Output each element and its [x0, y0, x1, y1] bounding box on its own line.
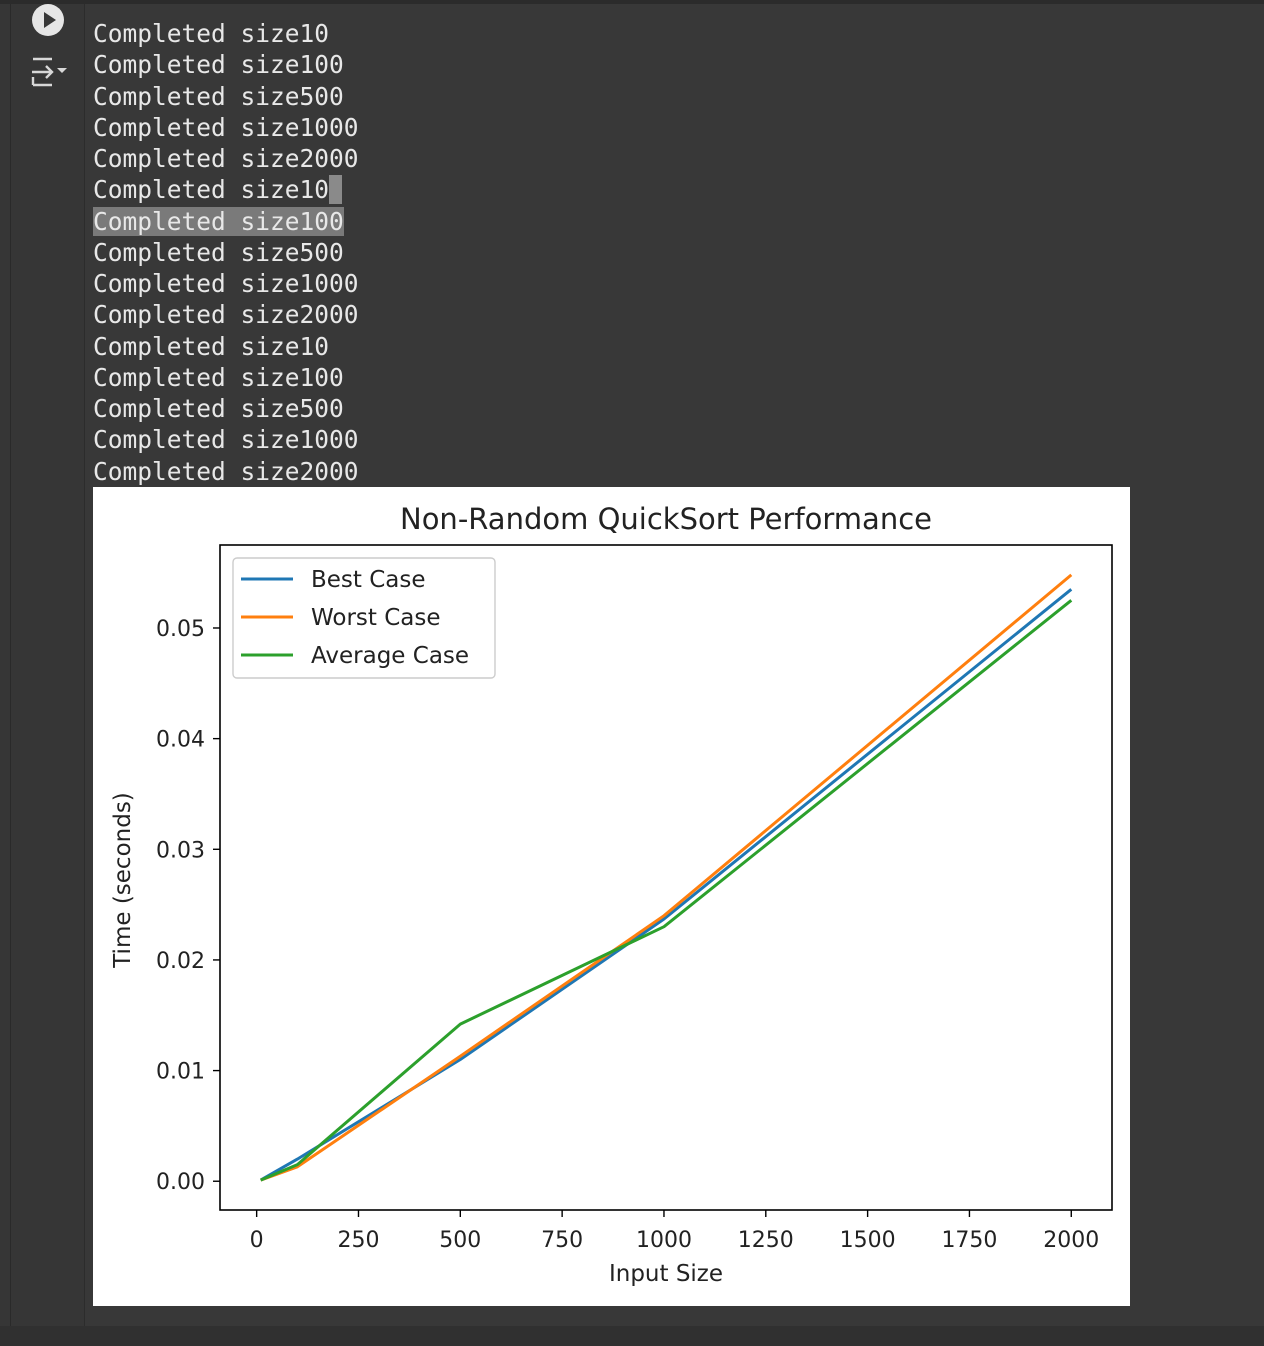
y-tick-label: 0.03	[156, 838, 205, 863]
output-line-text: Completed size1000	[93, 112, 359, 142]
output-line-text: Completed size10	[93, 19, 330, 48]
output-line-text: Completed size10	[93, 331, 330, 361]
output-line: Completed size1000	[93, 424, 359, 455]
output-line: Completed size10	[93, 331, 359, 362]
x-tick-label: 1750	[941, 1228, 997, 1253]
output-line: Completed size500	[93, 237, 359, 268]
output-line: Completed size100	[93, 206, 359, 237]
play-circle-icon[interactable]	[30, 2, 66, 38]
output-line-text: Completed size2000	[93, 144, 359, 173]
output-line: Completed size10	[93, 18, 359, 49]
x-tick-label: 2000	[1043, 1228, 1099, 1253]
legend-label: Best Case	[311, 567, 426, 593]
output-line: Completed size500	[93, 393, 359, 424]
legend-label: Worst Case	[311, 605, 441, 631]
x-tick-label: 1500	[840, 1228, 896, 1253]
y-axis-label: Time (seconds)	[110, 792, 136, 969]
x-axis-label: Input Size	[609, 1261, 723, 1287]
x-tick-label: 1000	[636, 1228, 692, 1253]
output-line-text: Completed size500	[93, 237, 344, 267]
series-line-best-case	[259, 588, 1073, 1182]
output-line-text: Completed size500	[93, 81, 344, 111]
output-line-text: Completed size100	[93, 206, 344, 236]
output-line: Completed size2000	[93, 456, 359, 487]
cell-output-text: Completed size10 Completed size100 Complet…	[93, 18, 359, 487]
clear-output-icon[interactable]	[28, 55, 72, 89]
y-tick-label: 0.02	[156, 949, 205, 974]
output-line-text: Completed size10	[93, 175, 330, 205]
chart-figure: Non-Random QuickSort Performance Input S…	[93, 487, 1130, 1306]
output-line-text: Completed size2000	[93, 300, 359, 330]
x-tick-label: 250	[337, 1228, 379, 1253]
gutter-edge	[10, 4, 11, 1326]
legend-box	[232, 557, 496, 679]
output-line: Completed size2000	[93, 143, 359, 174]
plot-frame	[219, 544, 1113, 1211]
output-line-text: Completed size100	[93, 50, 344, 80]
output-line-text: Completed size2000	[93, 456, 359, 486]
y-tick-label: 0.05	[156, 617, 205, 642]
bottom-bar	[0, 1326, 1264, 1346]
y-tick-label: 0.04	[156, 728, 205, 753]
output-line-text: Completed size500	[93, 394, 344, 423]
x-tick-label: 1250	[738, 1228, 794, 1253]
x-tick-label: 750	[541, 1228, 583, 1253]
x-tick-label: 500	[439, 1228, 481, 1253]
output-line-text: Completed size1000	[93, 269, 359, 298]
y-tick-label: 0.01	[156, 1060, 205, 1085]
series-line-average-case	[260, 599, 1073, 1182]
output-line: Completed size2000	[93, 299, 359, 330]
cell-gutter	[0, 4, 85, 1326]
chart-svg: Non-Random QuickSort Performance Input S…	[110, 502, 1113, 1287]
output-line: Completed size1000	[93, 268, 359, 299]
text-cursor	[329, 175, 343, 205]
y-tick-label: 0.00	[156, 1170, 205, 1195]
output-line: Completed size100	[93, 49, 359, 80]
legend-label: Average Case	[311, 643, 469, 669]
chart-title: Non-Random QuickSort Performance	[400, 502, 932, 536]
top-border	[0, 0, 1264, 4]
output-line: Completed size100	[93, 362, 359, 393]
output-line: Completed size10	[93, 174, 359, 205]
output-line: Completed size1000	[93, 112, 359, 143]
x-tick-label: 0	[250, 1228, 264, 1253]
output-line: Completed size500	[93, 81, 359, 112]
output-line-text: Completed size1000	[93, 425, 359, 455]
output-line-text: Completed size100	[93, 362, 344, 392]
